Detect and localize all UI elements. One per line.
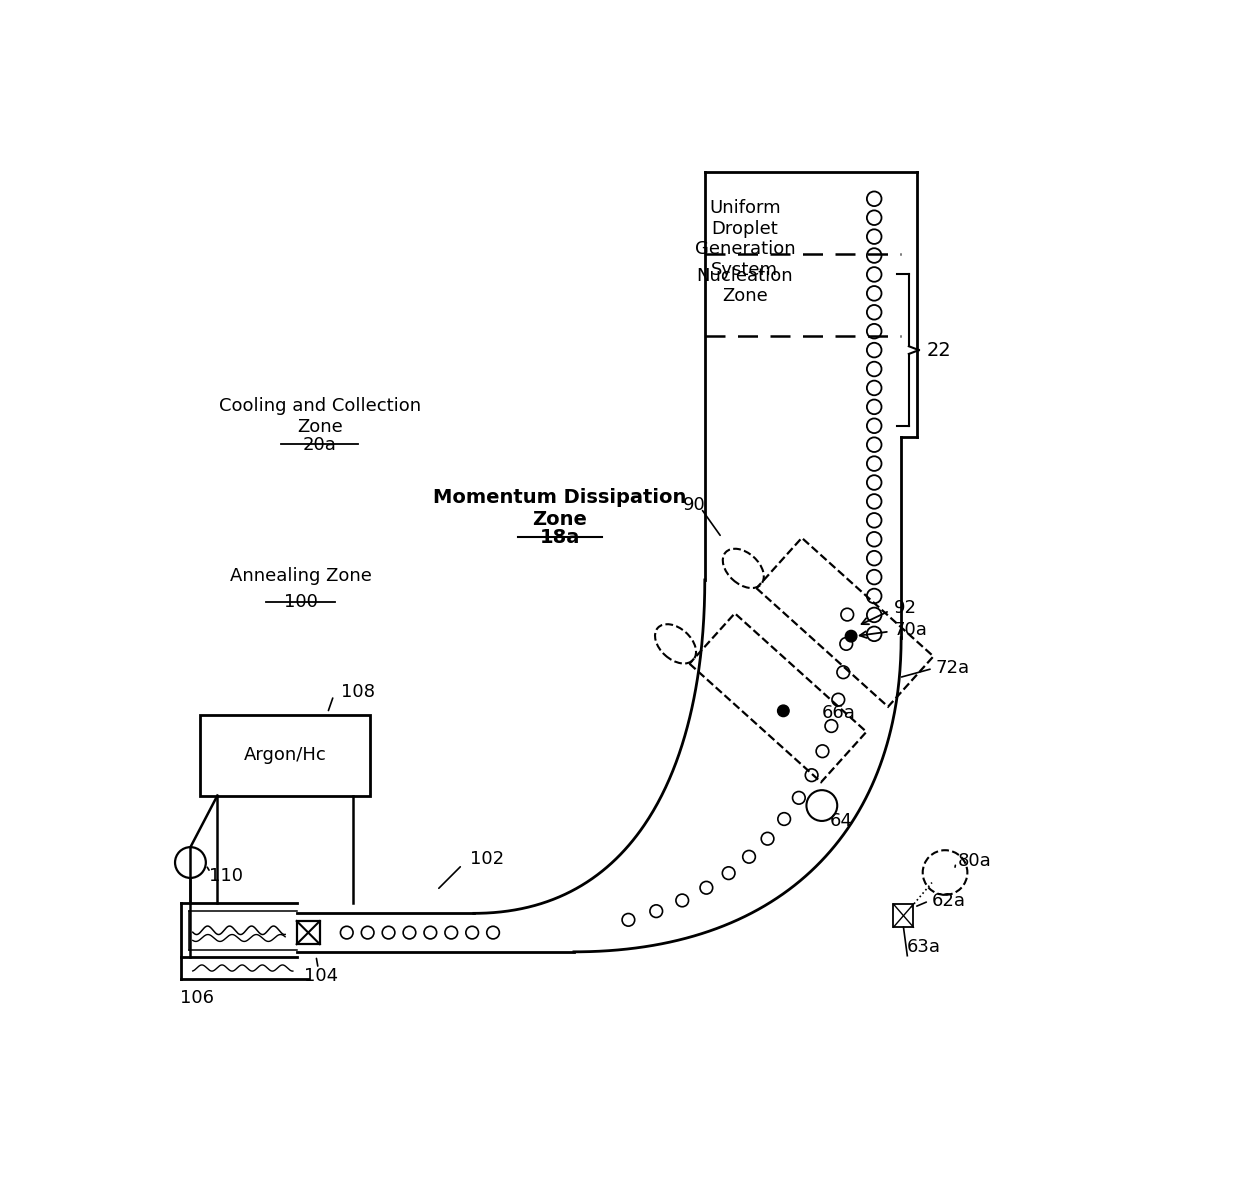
Text: Argon/Hc: Argon/Hc bbox=[244, 746, 326, 764]
Text: 110: 110 bbox=[208, 867, 243, 885]
Text: 106: 106 bbox=[180, 990, 213, 1008]
Text: 108: 108 bbox=[341, 682, 376, 700]
Text: 63a: 63a bbox=[906, 938, 940, 956]
Text: Uniform
Droplet
Generation
System: Uniform Droplet Generation System bbox=[694, 199, 795, 279]
Text: 62a: 62a bbox=[932, 892, 966, 910]
Text: 18a: 18a bbox=[539, 528, 580, 548]
Text: 100: 100 bbox=[284, 593, 317, 611]
Text: 72a: 72a bbox=[936, 659, 970, 677]
Text: Cooling and Collection
Zone: Cooling and Collection Zone bbox=[218, 398, 420, 436]
Text: 66a: 66a bbox=[822, 704, 856, 722]
Text: 80a: 80a bbox=[957, 852, 991, 870]
Text: 90: 90 bbox=[683, 496, 706, 514]
Text: 70a: 70a bbox=[894, 621, 928, 639]
Text: 20a: 20a bbox=[303, 436, 337, 454]
Text: 102: 102 bbox=[470, 850, 505, 868]
Bar bbox=[201, 715, 370, 795]
Bar bbox=[894, 904, 914, 927]
Text: 22: 22 bbox=[926, 341, 951, 359]
Text: Annealing Zone: Annealing Zone bbox=[229, 567, 372, 585]
Text: 104: 104 bbox=[304, 968, 339, 986]
Text: Nucleation
Zone: Nucleation Zone bbox=[697, 267, 794, 305]
Text: 64: 64 bbox=[830, 812, 852, 830]
Text: Momentum Dissipation
Zone: Momentum Dissipation Zone bbox=[433, 488, 687, 528]
Text: 92: 92 bbox=[894, 599, 916, 617]
Bar bbox=[296, 921, 320, 944]
Circle shape bbox=[846, 631, 857, 641]
Circle shape bbox=[777, 705, 789, 717]
